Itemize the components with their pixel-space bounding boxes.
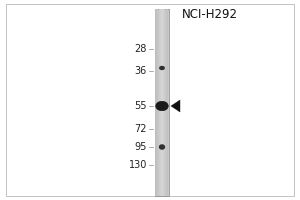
Bar	[167, 9, 168, 196]
Bar	[168, 9, 169, 196]
Text: 36: 36	[135, 66, 147, 76]
Bar	[159, 9, 160, 196]
Bar	[162, 9, 163, 196]
Polygon shape	[171, 100, 180, 112]
Bar	[154, 9, 169, 196]
Bar	[161, 9, 162, 196]
Bar	[156, 9, 157, 196]
Text: 28: 28	[135, 44, 147, 54]
Ellipse shape	[156, 101, 168, 111]
Bar	[154, 9, 155, 196]
Bar	[160, 9, 161, 196]
Text: NCI-H292: NCI-H292	[182, 8, 238, 21]
Bar	[165, 9, 166, 196]
Text: 55: 55	[134, 101, 147, 111]
Bar	[155, 9, 156, 196]
Text: 95: 95	[135, 142, 147, 152]
Bar	[157, 9, 158, 196]
Text: 72: 72	[134, 124, 147, 134]
Ellipse shape	[159, 144, 165, 150]
Text: 130: 130	[129, 160, 147, 170]
Bar	[163, 9, 164, 196]
Bar	[158, 9, 159, 196]
Ellipse shape	[159, 66, 165, 70]
Bar	[164, 9, 165, 196]
